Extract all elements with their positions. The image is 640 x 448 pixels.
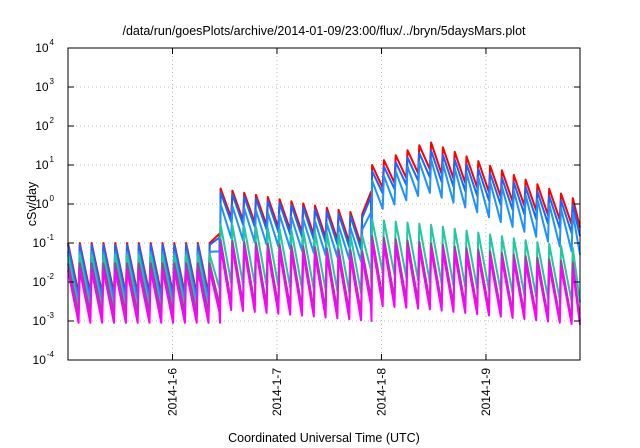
x-tick-label: 2014-1-8 <box>374 368 388 416</box>
x-axis-label: Coordinated Universal Time (UTC) <box>228 431 420 445</box>
y-tick-label: 103 <box>35 77 54 94</box>
y-tick-label: 10-3 <box>33 311 55 328</box>
series-line-6 <box>67 242 581 325</box>
x-tick-label: 2014-1-7 <box>270 368 284 416</box>
y-tick-label: 104 <box>35 38 54 55</box>
y-tick-label: 10-4 <box>33 350 55 367</box>
series-group <box>67 141 581 325</box>
y-axis: 10-4 10-3 10-2 10-1 100 101 102 103 104 <box>33 38 580 367</box>
y-tick-label: 10-2 <box>33 272 55 289</box>
y-tick-label: 100 <box>35 194 54 211</box>
y-tick-label: 101 <box>35 155 54 172</box>
chart-title: /data/run/goesPlots/archive/2014-01-09/2… <box>122 24 526 38</box>
y-tick-label: 10-1 <box>33 233 55 250</box>
y-axis-label: cSv/day <box>25 181 39 226</box>
x-tick-label: 2014-1-6 <box>165 368 179 416</box>
y-tick-label: 102 <box>35 116 54 133</box>
x-tick-label: 2014-1-9 <box>479 368 493 416</box>
x-axis: 2014-1-6 2014-1-7 2014-1-8 2014-1-9 <box>165 48 493 416</box>
